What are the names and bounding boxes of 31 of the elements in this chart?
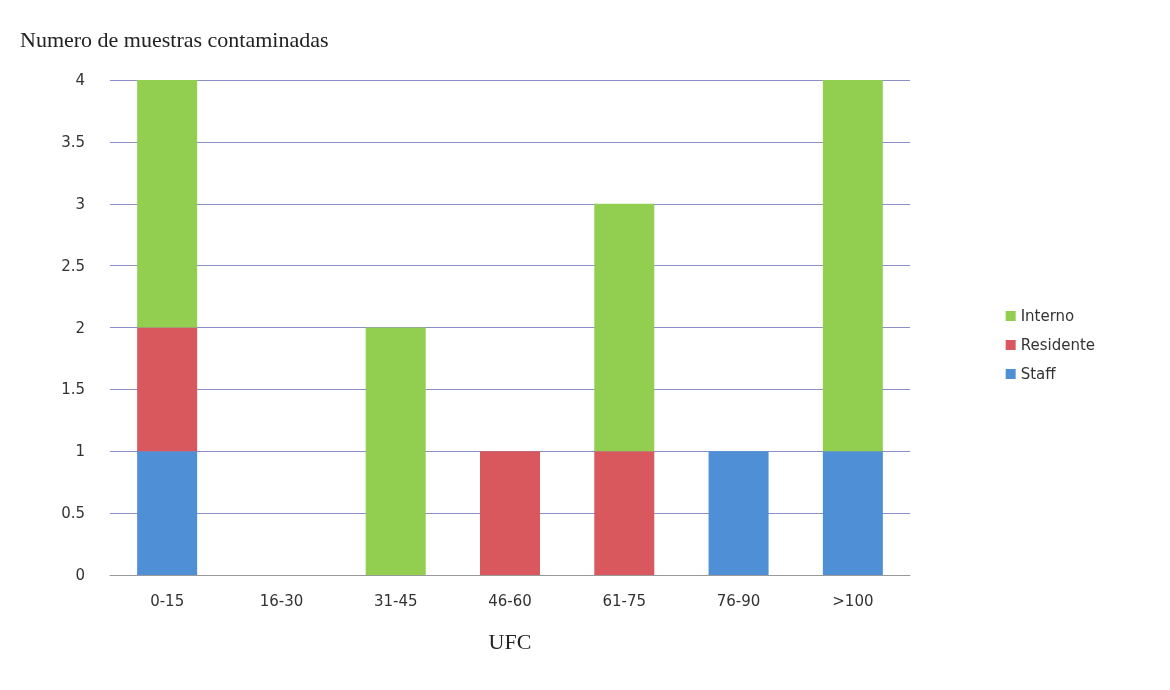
- bar: [708, 451, 769, 575]
- y-tick-label: 0.5: [61, 504, 85, 523]
- x-tick-label: >100: [832, 591, 874, 610]
- bar: [594, 203, 655, 452]
- y-tick-label: 0: [75, 566, 85, 584]
- y-tick-label: 1.5: [61, 380, 85, 399]
- legend-label: Staff: [1020, 365, 1057, 383]
- y-tick-label: 3.5: [61, 132, 85, 151]
- bar: [822, 451, 883, 575]
- bar: [480, 451, 540, 575]
- y-tick-label: 4: [75, 71, 85, 89]
- x-tick-label: 0-15: [150, 591, 185, 610]
- y-axis-title: Numero de muestras contaminadas: [20, 26, 329, 52]
- bar: [137, 327, 198, 452]
- x-tick-label: 76-90: [716, 591, 761, 610]
- bar: [137, 451, 198, 575]
- x-axis-title: UFC: [488, 628, 532, 654]
- y-tick-label: 2: [75, 318, 85, 337]
- bar: [365, 327, 426, 575]
- y-tick-label: 3: [75, 194, 85, 213]
- x-tick-label: 31-45: [373, 591, 418, 610]
- legend-label: Residente: [1020, 336, 1095, 354]
- y-tick-label: 2.5: [61, 256, 85, 275]
- legend-label: Interno: [1020, 307, 1075, 325]
- x-tick-label: 61-75: [602, 591, 647, 610]
- y-tick-label: 1: [75, 442, 85, 461]
- bar: [822, 80, 883, 452]
- x-tick-label: 16-30: [259, 591, 304, 610]
- bar: [137, 80, 198, 328]
- bar: [594, 451, 655, 575]
- x-tick-label: 46-60: [488, 591, 532, 610]
